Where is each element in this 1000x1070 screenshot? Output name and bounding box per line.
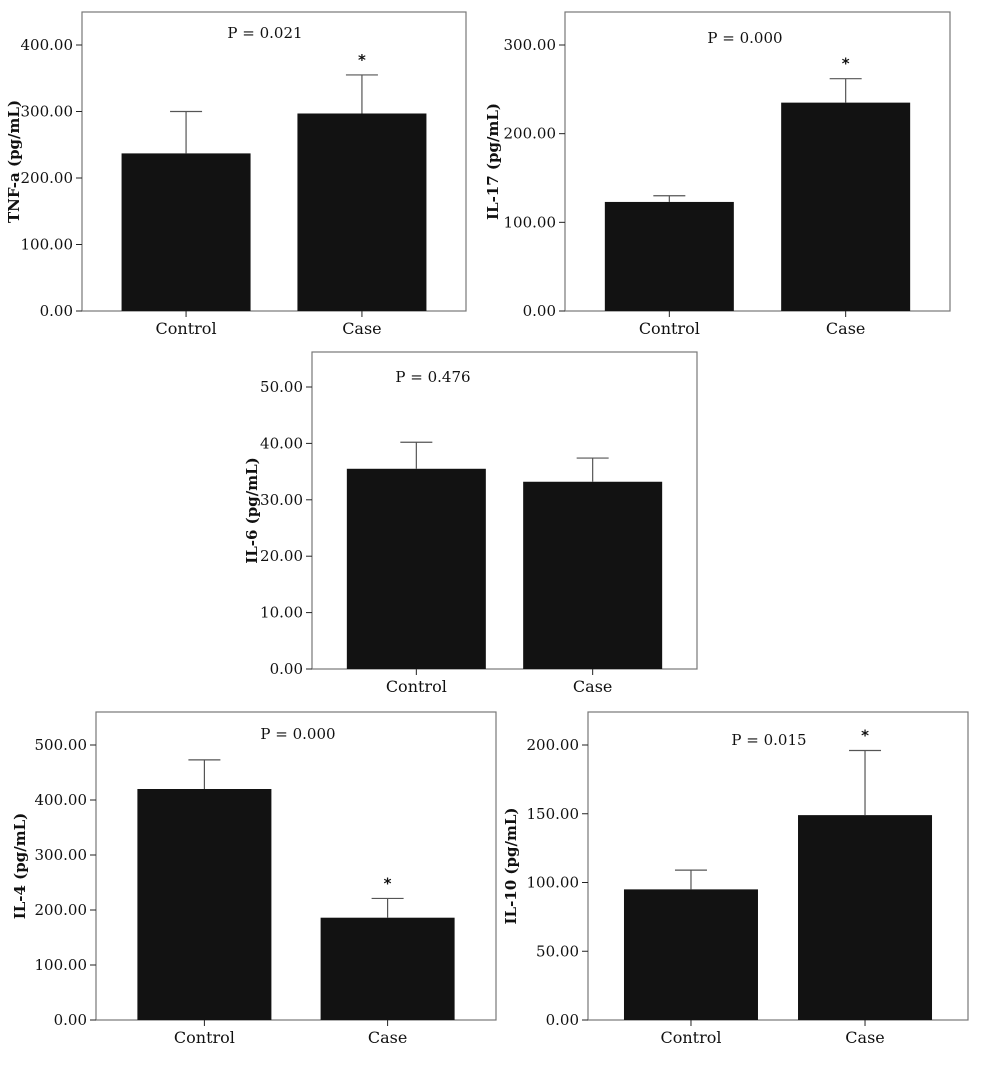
significance-marker: * bbox=[842, 55, 850, 73]
y-tick-label: 50.00 bbox=[536, 942, 579, 960]
bar-control bbox=[604, 201, 734, 311]
y-tick-label: 200.00 bbox=[527, 736, 580, 754]
y-tick-label: 200.00 bbox=[504, 125, 557, 143]
y-axis-title: IL-6 (pg/mL) bbox=[243, 457, 261, 564]
p-value-annotation: P = 0.015 bbox=[731, 731, 806, 749]
x-tick-label: Control bbox=[156, 319, 217, 338]
chart-panel-4: 0.00 100.00 200.00 300.00 400.00 500.00 Contro… bbox=[11, 711, 497, 1047]
p-value-annotation: P = 0.000 bbox=[260, 725, 335, 743]
bar-case bbox=[798, 815, 933, 1020]
y-axis-title: IL-17 (pg/mL) bbox=[484, 103, 502, 220]
x-tick-label: Control bbox=[386, 677, 447, 696]
bar-control bbox=[346, 468, 486, 669]
bar-control bbox=[137, 789, 272, 1020]
x-tick-label: Case bbox=[845, 1028, 884, 1047]
y-axis-title: TNF-a (pg/mL) bbox=[5, 100, 23, 223]
y-axis-title: IL-4 (pg/mL) bbox=[11, 813, 29, 920]
y-tick-label: 150.00 bbox=[527, 805, 580, 823]
y-tick-label: 200.00 bbox=[21, 169, 74, 187]
x-tick-label: Control bbox=[660, 1028, 721, 1047]
x-tick-label: Case bbox=[342, 319, 381, 338]
chart-panel-2: 0.00 100.00 200.00 300.00 Control Case * P = 0.… bbox=[484, 11, 951, 338]
y-tick-label: 0.00 bbox=[40, 302, 73, 320]
y-tick-label: 40.00 bbox=[260, 434, 303, 452]
p-value-annotation: P = 0.000 bbox=[707, 29, 782, 47]
x-tick-label: Case bbox=[573, 677, 612, 696]
y-tick-label: 20.00 bbox=[260, 547, 303, 565]
y-axis-title: IL-10 (pg/mL) bbox=[502, 808, 520, 925]
y-tick-label: 300.00 bbox=[504, 36, 557, 54]
y-tick-label: 30.00 bbox=[260, 491, 303, 509]
bar-case bbox=[297, 113, 427, 312]
y-tick-label: 300.00 bbox=[21, 103, 74, 121]
y-tick-label: 100.00 bbox=[504, 213, 557, 231]
bar-case bbox=[320, 917, 455, 1020]
y-tick-label: 200.00 bbox=[35, 901, 88, 919]
significance-marker: * bbox=[384, 874, 392, 892]
y-tick-label: 0.00 bbox=[54, 1011, 87, 1029]
x-tick-label: Control bbox=[639, 319, 700, 338]
y-tick-label: 100.00 bbox=[21, 236, 74, 254]
bar-case bbox=[781, 102, 911, 311]
y-tick-label: 100.00 bbox=[35, 956, 88, 974]
x-tick-label: Case bbox=[368, 1028, 407, 1047]
y-tick-label: 10.00 bbox=[260, 604, 303, 622]
bar-control bbox=[623, 889, 758, 1020]
chart-panel-5: 0.00 50.00 100.00 150.00 200.00 Control Case * P… bbox=[502, 711, 969, 1047]
chart-panel-1: 0.00 100.00 200.00 300.00 400.00 Control Case *… bbox=[5, 11, 467, 338]
y-tick-label: 0.00 bbox=[546, 1011, 579, 1029]
x-tick-label: Control bbox=[174, 1028, 235, 1047]
p-value-annotation: P = 0.476 bbox=[395, 368, 470, 386]
p-value-annotation: P = 0.021 bbox=[227, 24, 302, 42]
y-tick-label: 0.00 bbox=[270, 660, 303, 678]
bar-control bbox=[121, 153, 251, 311]
bar-case bbox=[523, 481, 663, 669]
y-tick-label: 50.00 bbox=[260, 378, 303, 396]
y-tick-label: 500.00 bbox=[35, 736, 88, 754]
y-tick-label: 300.00 bbox=[35, 846, 88, 864]
significance-marker: * bbox=[358, 51, 366, 69]
y-tick-label: 0.00 bbox=[523, 302, 556, 320]
x-tick-label: Case bbox=[826, 319, 865, 338]
y-tick-label: 400.00 bbox=[35, 791, 88, 809]
significance-marker: * bbox=[861, 727, 869, 745]
y-tick-label: 100.00 bbox=[527, 874, 580, 892]
y-tick-label: 400.00 bbox=[21, 36, 74, 54]
chart-panel-3: 0.00 10.00 20.00 30.00 40.00 50.00 Control Case… bbox=[243, 351, 698, 696]
